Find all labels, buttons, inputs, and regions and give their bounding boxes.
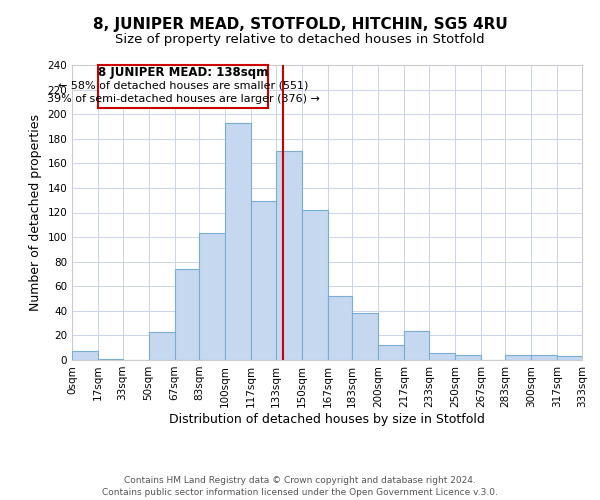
Bar <box>352 314 379 360</box>
Bar <box>251 202 275 360</box>
Text: 8 JUNIPER MEAD: 138sqm: 8 JUNIPER MEAD: 138sqm <box>98 66 268 79</box>
Bar <box>505 355 532 360</box>
Bar <box>199 234 225 360</box>
Bar <box>429 352 455 360</box>
Text: ← 58% of detached houses are smaller (551): ← 58% of detached houses are smaller (55… <box>58 80 308 90</box>
Text: Contains public sector information licensed under the Open Government Licence v.: Contains public sector information licen… <box>102 488 498 497</box>
Bar <box>275 151 302 360</box>
Bar <box>557 356 582 360</box>
Bar <box>328 296 352 360</box>
Bar <box>302 210 328 360</box>
Bar <box>175 269 199 360</box>
Bar <box>225 123 251 360</box>
Bar <box>149 332 175 360</box>
Y-axis label: Number of detached properties: Number of detached properties <box>29 114 42 311</box>
Bar <box>379 345 404 360</box>
FancyBboxPatch shape <box>98 65 268 108</box>
Text: Contains HM Land Registry data © Crown copyright and database right 2024.: Contains HM Land Registry data © Crown c… <box>124 476 476 485</box>
Text: 39% of semi-detached houses are larger (376) →: 39% of semi-detached houses are larger (… <box>47 94 319 104</box>
X-axis label: Distribution of detached houses by size in Stotfold: Distribution of detached houses by size … <box>169 412 485 426</box>
Text: 8, JUNIPER MEAD, STOTFOLD, HITCHIN, SG5 4RU: 8, JUNIPER MEAD, STOTFOLD, HITCHIN, SG5 … <box>92 18 508 32</box>
Bar <box>98 359 122 360</box>
Bar <box>532 355 557 360</box>
Text: Size of property relative to detached houses in Stotfold: Size of property relative to detached ho… <box>115 32 485 46</box>
Bar <box>404 330 429 360</box>
Bar <box>455 355 481 360</box>
Bar <box>72 352 98 360</box>
